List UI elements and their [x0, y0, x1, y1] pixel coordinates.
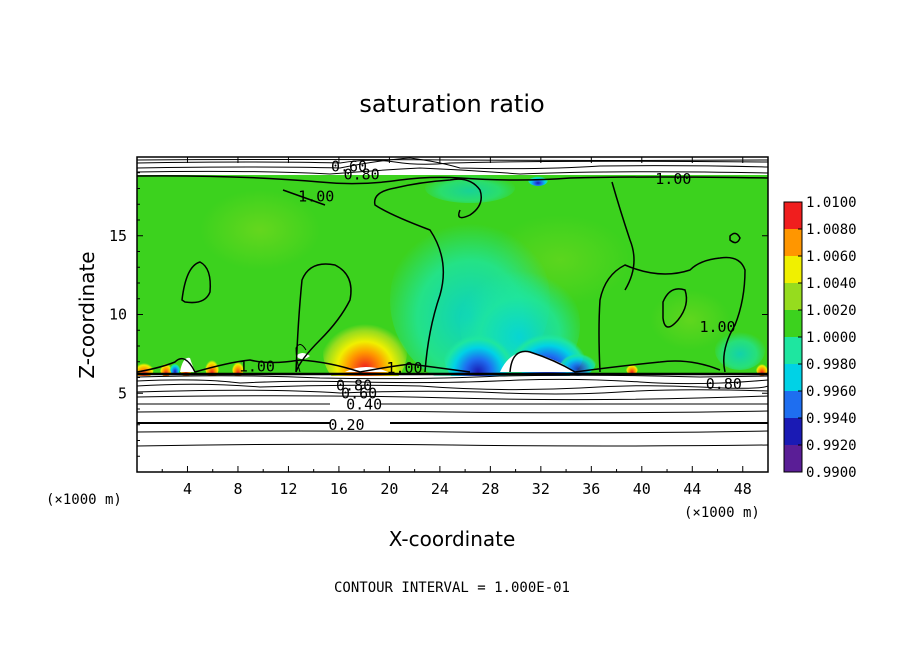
x-unit-right: (×1000 m): [684, 505, 760, 521]
white-patch: [180, 357, 196, 372]
colorbar-label: 1.0000: [806, 330, 857, 346]
contour-line: [137, 167, 768, 175]
contour-line: [137, 175, 768, 185]
contour-label: 0.80: [706, 375, 742, 393]
contour-line: [137, 378, 768, 385]
colorbar-swatch: [784, 229, 802, 256]
x-tick-label: 48: [734, 480, 752, 498]
contour-label: 0.80: [336, 376, 372, 394]
y-tick-label: 5: [118, 384, 127, 402]
contour-label: 0.40: [346, 395, 382, 413]
contour-label: 1.00: [655, 170, 691, 188]
x-tick-label: 20: [380, 480, 398, 498]
contour-line: [282, 189, 326, 206]
y-axis-label: Z-coordinate: [75, 251, 99, 378]
colorbar-label: 0.9920: [806, 438, 857, 454]
colorbar-swatch: [784, 364, 802, 391]
x-tick-label: 44: [683, 480, 701, 498]
contour-label: 1.00: [699, 318, 735, 336]
x-tick-label: 16: [330, 480, 348, 498]
colorbar-label: 1.0040: [806, 276, 857, 292]
x-tick-label: 8: [233, 480, 242, 498]
y-tick-label: 10: [109, 306, 127, 324]
colorbar-swatch: [784, 202, 802, 229]
x-tick-label: 12: [279, 480, 297, 498]
x-axis: 4 8 12 16 20 24 28 32 36 40 44 48: [161, 157, 752, 498]
contour-line: [137, 410, 768, 414]
contour-lines: [137, 157, 768, 447]
cool-spot: [170, 361, 180, 375]
cool-plume: [444, 321, 512, 389]
x-tick-label: 40: [633, 480, 651, 498]
contour-label-layer: 0.200.400.600.80 0.801.00 1.001.001.001.00…: [239, 157, 742, 434]
contour-line: [137, 443, 768, 447]
contour-line: [137, 395, 768, 401]
x-tick-label: 24: [431, 480, 449, 498]
contour-label: 1.00: [239, 357, 275, 375]
x-axis-label: X-coordinate: [389, 527, 516, 551]
contour-line: [137, 430, 768, 434]
colorbar-swatch: [784, 445, 802, 472]
contour-label: 0.80: [344, 165, 380, 183]
y-tick-label: 15: [109, 227, 127, 245]
colorbar-swatch: [784, 418, 802, 445]
warm-spot: [205, 354, 219, 378]
colorbar-label: 0.9980: [806, 357, 857, 373]
y-axis: 5 10 15: [109, 172, 768, 457]
colorbar: 0.9900 0.9920 0.9940 0.9960 0.9980 1.0000 1.00…: [783, 195, 857, 481]
contour-line: [137, 383, 768, 391]
white-patch: [500, 351, 575, 372]
colorbar-swatch: [784, 283, 802, 310]
contour-label: 0.60: [341, 384, 377, 402]
colorbar-swatch: [784, 256, 802, 283]
contour-line: [137, 389, 768, 395]
warm-spot: [756, 360, 768, 376]
contour-line: [137, 350, 721, 373]
colorbar-label: 1.0100: [806, 195, 857, 211]
contour-line: [611, 181, 635, 291]
plot-area: 0.200.400.600.80 0.801.00 1.001.001.001.00…: [137, 157, 768, 472]
lime-patch: [650, 290, 730, 350]
contour-line: [137, 159, 768, 165]
x-tick-label: 36: [582, 480, 600, 498]
colorbar-label: 0.9900: [806, 465, 857, 481]
contour-label: 1.00: [386, 359, 422, 377]
contour-interval-note: CONTOUR INTERVAL = 1.000E-01: [334, 580, 570, 596]
colorbar-label: 1.0020: [806, 303, 857, 319]
contour-label: 1.00: [298, 187, 334, 205]
contour-line: [137, 157, 768, 170]
contour-line: [181, 261, 212, 304]
colorbar-label: 1.0080: [806, 222, 857, 238]
chart-title: saturation ratio: [359, 90, 544, 118]
x-tick-label: 28: [481, 480, 499, 498]
colorbar-label: 1.0060: [806, 249, 857, 265]
colorbar-swatch: [784, 310, 802, 337]
colorbar-swatch: [784, 391, 802, 418]
contour-label: 0.60: [331, 157, 367, 175]
colorbar-swatch: [784, 337, 802, 364]
contour-label: 0.20: [328, 416, 364, 434]
contour-line: [373, 178, 482, 373]
x-tick-label: 4: [183, 480, 192, 498]
x-tick-label: 32: [532, 480, 550, 498]
contour-line: [729, 232, 741, 244]
contour-line: [137, 159, 768, 161]
contour-line: [295, 263, 352, 373]
contour-line: [137, 374, 768, 380]
contour-line: [662, 288, 688, 328]
contour-line: [295, 344, 307, 373]
colorbar-label: 0.9940: [806, 411, 857, 427]
contour-line: [598, 256, 746, 373]
colorbar-label: 0.9960: [806, 384, 857, 400]
x-unit-left: (×1000 m): [46, 492, 122, 508]
lime-patch: [200, 190, 320, 270]
